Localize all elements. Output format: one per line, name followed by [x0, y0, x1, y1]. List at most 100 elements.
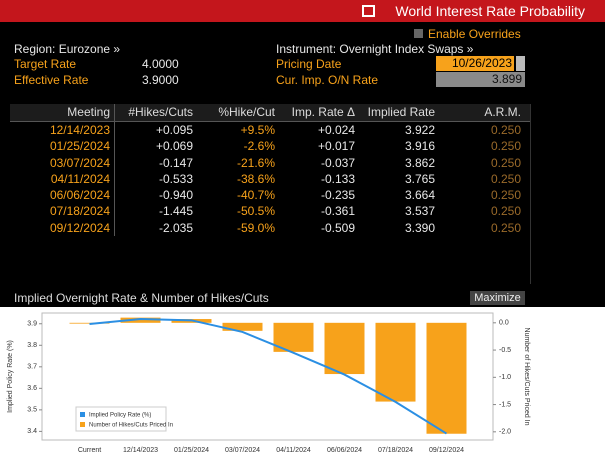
cell: -0.940 — [158, 188, 193, 203]
cell: 09/12/2024 — [10, 219, 115, 237]
legend-label: Number of Hikes/Cuts Priced In — [89, 423, 173, 429]
cell: 0.250 — [490, 123, 521, 137]
cell: 0.250 — [490, 220, 521, 235]
cell: -0.235 — [320, 188, 355, 203]
y-tick-label: 3.4 — [27, 428, 37, 435]
table-row: 03/07/2024 -0.147 -21.6% -0.037 3.862 0.250 — [10, 154, 530, 171]
cell: 0.250 — [490, 155, 521, 170]
legend — [75, 406, 167, 432]
y2-tick-label: 0.0 — [499, 320, 509, 327]
y2-tick-label: -2.0 — [499, 429, 511, 436]
legend-swatch — [80, 412, 85, 417]
cell: -0.509 — [320, 220, 355, 235]
cell: -1.445 — [158, 204, 193, 219]
x-tick-label: 04/11/2024 — [276, 447, 311, 454]
column-header: %Hike/Cut — [218, 105, 275, 119]
bar — [120, 317, 161, 323]
cell: 0.250 — [490, 204, 521, 219]
column-header: #Hikes/Cuts — [128, 105, 193, 119]
x-tick-label: 01/25/2024 — [174, 447, 209, 454]
onrate-value: 3.899 — [436, 72, 525, 87]
x-tick-label: 03/07/2024 — [225, 447, 260, 454]
column-header: A.R.M. — [484, 105, 521, 119]
cell: 3.390 — [404, 220, 435, 235]
bar — [375, 322, 416, 402]
cell: -38.6% — [236, 171, 275, 186]
checkbox[interactable] — [414, 29, 423, 38]
legend-swatch — [80, 422, 85, 427]
maximize[interactable]: Maximize — [470, 291, 525, 305]
x-tick-label: 12/14/2023 — [123, 447, 158, 454]
y-tick-label: 3.6 — [27, 385, 37, 392]
y-tick-label: 3.8 — [27, 342, 37, 349]
y2-axis-label: Number of Hikes/Cuts Priced In — [523, 327, 530, 425]
cell: 03/07/2024 — [10, 154, 115, 171]
cell: -0.147 — [158, 155, 193, 170]
cell: 0.250 — [490, 171, 521, 186]
cell: 06/06/2024 — [10, 187, 115, 204]
chart-title: Implied Overnight Rate & Number of Hikes… — [14, 291, 269, 305]
cell: -0.133 — [320, 171, 355, 186]
instrument[interactable]: Instrument: Overnight Index Swaps » — [276, 42, 474, 56]
y2-tick-label: -1.5 — [499, 401, 511, 408]
cell: 0.250 — [490, 139, 521, 154]
table-row: 04/11/2024 -0.533 -38.6% -0.133 3.765 0.250 — [10, 170, 530, 188]
y2-tick-label: -0.5 — [499, 347, 511, 354]
icon — [362, 5, 375, 17]
y-tick-label: 3.5 — [27, 407, 37, 414]
pricing-value[interactable]: 10/26/2023 — [436, 56, 514, 71]
cell: +0.024 — [317, 123, 355, 137]
column-header: Implied Rate — [367, 105, 435, 119]
cell: -2.6% — [243, 139, 275, 154]
column-header: Meeting — [10, 104, 115, 121]
x-tick-label: 06/06/2024 — [327, 447, 362, 454]
cell: -2.035 — [158, 220, 193, 235]
table-row: 06/06/2024 -0.940 -40.7% -0.235 3.664 0.250 — [10, 187, 530, 204]
table: Meeting #Hikes/Cuts %Hike/Cut Imp. Rate Δ Im… — [10, 104, 531, 284]
plot-frame — [41, 312, 494, 441]
cell: +0.095 — [155, 123, 193, 137]
cell: 0.250 — [490, 188, 521, 203]
cell: 3.537 — [404, 204, 435, 219]
cell: -0.361 — [320, 204, 355, 219]
target-value: 4.0000 — [142, 57, 179, 71]
cell: +0.069 — [155, 139, 193, 154]
y2-tick-label: -1.0 — [499, 374, 511, 381]
x-tick-label: 07/18/2024 — [378, 447, 413, 454]
x-tick-label: Current — [78, 447, 101, 454]
cell: -50.5% — [236, 204, 275, 219]
cell: -0.533 — [158, 171, 193, 186]
calendar-button[interactable] — [516, 56, 525, 71]
table-row: 07/18/2024 -1.445 -50.5% -0.361 3.537 0.250 — [10, 203, 530, 220]
onrate-label: Cur. Imp. O/N Rate — [276, 73, 379, 87]
line — [89, 318, 448, 435]
region[interactable]: Region: Eurozone » — [14, 42, 121, 56]
page-title: World Interest Rate Probability — [395, 3, 585, 19]
cell: -40.7% — [236, 188, 275, 203]
legend-label: Implied Policy Rate (%) — [89, 413, 151, 419]
target-label: Target Rate — [14, 57, 77, 71]
effective-value: 3.9000 — [142, 73, 179, 87]
y-axis-label: Implied Policy Rate (%) — [7, 340, 14, 413]
cell: -59.0% — [236, 220, 275, 235]
cell: 04/11/2024 — [10, 170, 115, 188]
cell: +0.017 — [317, 139, 355, 154]
bar — [222, 322, 263, 331]
cell: 3.922 — [404, 123, 435, 137]
x-tick-label: 09/12/2024 — [429, 447, 464, 454]
table-row: 12/14/2023 +0.095 +9.5% +0.024 3.922 0.250 — [10, 122, 530, 139]
overrides[interactable]: Enable Overrides — [428, 27, 521, 41]
table-row: 01/25/2024 +0.069 -2.6% +0.017 3.916 0.250 — [10, 138, 530, 155]
cell: 01/25/2024 — [10, 138, 115, 155]
column-header: Imp. Rate Δ — [291, 105, 355, 119]
title-bar — [0, 0, 605, 22]
cell: 3.916 — [404, 139, 435, 154]
cell: 3.765 — [404, 171, 435, 186]
cell: -21.6% — [236, 155, 275, 170]
cell: 07/18/2024 — [10, 203, 115, 220]
cell: 3.862 — [404, 155, 435, 170]
y-tick-label: 3.9 — [27, 321, 37, 328]
cell: +9.5% — [240, 123, 275, 137]
bar — [324, 322, 365, 375]
